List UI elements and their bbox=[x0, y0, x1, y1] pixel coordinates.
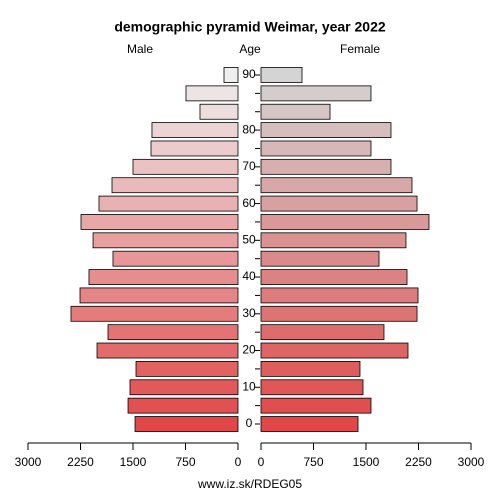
x-tick-label: 750 bbox=[175, 455, 195, 469]
y-tick-label: 70 bbox=[242, 159, 256, 173]
bar bbox=[127, 397, 239, 414]
bar bbox=[185, 85, 239, 102]
legend-female: Female bbox=[340, 42, 380, 56]
y-tick-label: 30 bbox=[242, 306, 256, 320]
bar bbox=[260, 103, 331, 120]
bar bbox=[98, 195, 239, 212]
bar bbox=[112, 250, 239, 267]
bar bbox=[80, 214, 239, 230]
bar bbox=[151, 122, 239, 139]
bar bbox=[260, 342, 409, 359]
legend-male: Male bbox=[127, 42, 153, 56]
bar bbox=[260, 287, 419, 304]
bar bbox=[92, 232, 239, 249]
bar bbox=[79, 287, 239, 304]
x-tick-label: 3000 bbox=[15, 455, 42, 469]
y-tick-label: 40 bbox=[242, 269, 256, 283]
bar bbox=[260, 195, 418, 212]
bar bbox=[260, 397, 372, 414]
chart-title: demographic pyramid Weimar, year 2022 bbox=[114, 19, 386, 35]
bar bbox=[70, 305, 239, 322]
bar bbox=[260, 250, 380, 267]
bar bbox=[88, 269, 239, 285]
bar bbox=[134, 416, 239, 432]
bar bbox=[223, 67, 239, 83]
x-tick-label: 3000 bbox=[458, 455, 485, 469]
bar bbox=[260, 416, 359, 432]
bar bbox=[260, 305, 418, 322]
bar bbox=[111, 177, 239, 194]
bar bbox=[260, 158, 392, 175]
bar bbox=[107, 324, 239, 341]
bar bbox=[150, 140, 239, 157]
bar bbox=[260, 214, 430, 230]
x-tick-label: 2250 bbox=[67, 455, 94, 469]
bar bbox=[260, 122, 392, 139]
y-tick-label: 20 bbox=[242, 343, 256, 357]
bar bbox=[260, 360, 361, 377]
bar bbox=[96, 342, 239, 359]
bar bbox=[132, 158, 239, 175]
y-tick-label: 80 bbox=[242, 122, 256, 136]
x-tick-label: 0 bbox=[235, 455, 242, 469]
x-tick-label: 0 bbox=[258, 455, 265, 469]
x-tick-label: 1500 bbox=[120, 455, 147, 469]
bar bbox=[199, 103, 239, 120]
bar bbox=[260, 177, 413, 194]
y-tick-label: 60 bbox=[242, 196, 256, 210]
bar bbox=[260, 232, 407, 249]
bar bbox=[260, 67, 303, 83]
bar bbox=[260, 324, 385, 341]
y-tick-label: 90 bbox=[242, 67, 256, 81]
bar bbox=[135, 360, 239, 377]
y-tick-label: 0 bbox=[246, 416, 253, 430]
y-tick-label: 10 bbox=[242, 379, 256, 393]
x-tick-label: 2250 bbox=[405, 455, 432, 469]
footer: www.iz.sk/RDEG05 bbox=[197, 477, 302, 491]
bar bbox=[260, 269, 408, 285]
y-tick-label: 50 bbox=[242, 232, 256, 246]
x-tick-label: 1500 bbox=[353, 455, 380, 469]
bar bbox=[260, 379, 364, 396]
bar bbox=[260, 140, 372, 157]
bar bbox=[260, 85, 372, 102]
x-tick-label: 750 bbox=[303, 455, 323, 469]
bar bbox=[129, 379, 239, 396]
y-axis-label: Age bbox=[239, 42, 261, 56]
